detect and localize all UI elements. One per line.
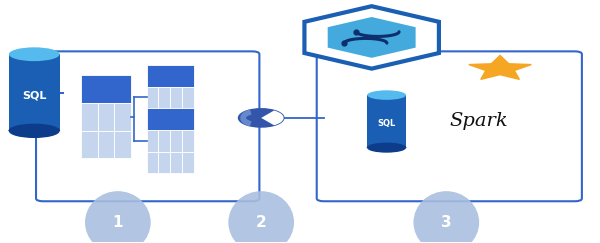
Ellipse shape bbox=[367, 143, 406, 153]
Bar bbox=[114, 103, 131, 130]
Bar bbox=[182, 130, 194, 152]
Text: 1: 1 bbox=[113, 215, 123, 230]
Circle shape bbox=[238, 109, 284, 127]
Bar bbox=[182, 87, 194, 108]
Text: 3: 3 bbox=[441, 215, 452, 230]
Bar bbox=[158, 87, 170, 108]
Bar bbox=[81, 130, 98, 158]
Bar bbox=[114, 130, 131, 158]
Ellipse shape bbox=[413, 191, 479, 243]
Bar bbox=[81, 103, 98, 130]
Wedge shape bbox=[261, 111, 284, 125]
Polygon shape bbox=[304, 6, 439, 69]
Bar bbox=[170, 152, 182, 173]
Bar bbox=[146, 108, 194, 130]
Text: SQL: SQL bbox=[22, 91, 46, 101]
Bar bbox=[367, 95, 406, 148]
Bar bbox=[146, 152, 158, 173]
Bar bbox=[9, 54, 59, 131]
Bar bbox=[146, 65, 194, 87]
Bar bbox=[182, 152, 194, 173]
Text: 2: 2 bbox=[256, 215, 266, 230]
Polygon shape bbox=[328, 17, 416, 58]
FancyBboxPatch shape bbox=[317, 51, 582, 201]
Bar bbox=[98, 130, 114, 158]
Bar bbox=[182, 108, 194, 130]
Ellipse shape bbox=[229, 191, 294, 243]
Bar bbox=[146, 108, 158, 130]
Ellipse shape bbox=[85, 191, 151, 243]
Ellipse shape bbox=[9, 124, 59, 138]
Bar bbox=[158, 130, 170, 152]
Bar bbox=[146, 130, 158, 152]
Polygon shape bbox=[469, 55, 532, 79]
Bar bbox=[170, 87, 182, 108]
Bar bbox=[98, 103, 114, 130]
Text: Spark: Spark bbox=[450, 113, 509, 130]
FancyBboxPatch shape bbox=[36, 51, 259, 201]
Bar bbox=[170, 130, 182, 152]
Ellipse shape bbox=[367, 90, 406, 100]
Ellipse shape bbox=[9, 47, 59, 61]
Bar bbox=[158, 152, 170, 173]
Text: SQL: SQL bbox=[377, 119, 396, 128]
Bar bbox=[170, 108, 182, 130]
Bar bbox=[146, 87, 158, 108]
Bar bbox=[158, 108, 170, 130]
Bar bbox=[81, 75, 131, 103]
